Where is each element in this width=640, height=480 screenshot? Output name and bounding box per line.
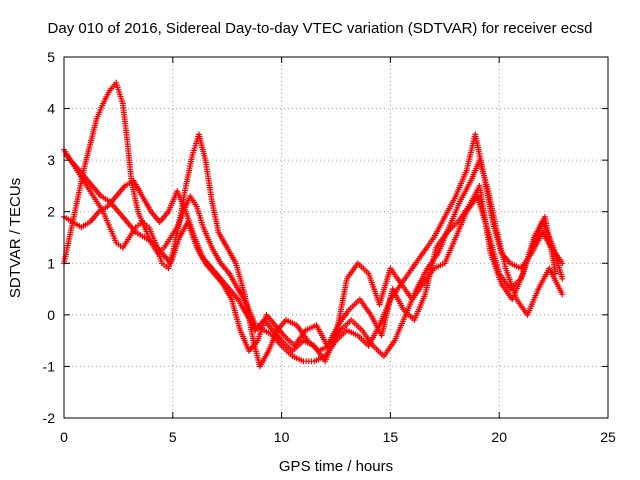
y-tick-label: 3 — [47, 152, 55, 168]
chart-title: Day 010 of 2016, Sidereal Day-to-day VTE… — [48, 20, 593, 37]
series-track-a — [61, 79, 566, 365]
x-tick-label: 15 — [383, 429, 399, 445]
y-tick-label: -1 — [43, 358, 56, 374]
y-tick-label: 5 — [47, 49, 55, 65]
x-tick-label: 10 — [274, 429, 290, 445]
x-tick-label: 5 — [169, 429, 177, 445]
y-tick-label: 1 — [47, 255, 55, 271]
data-points — [61, 79, 566, 370]
plot-frame — [63, 56, 609, 419]
grid — [64, 57, 608, 418]
data-marks — [63, 152, 559, 354]
data-marks — [61, 79, 566, 365]
x-tick-label: 0 — [60, 429, 68, 445]
series-track-d — [63, 152, 559, 354]
x-axis-label: GPS time / hours — [279, 458, 393, 475]
y-tick-labels: -2 -1 0 1 2 3 4 5 — [43, 49, 56, 426]
y-tick-label: -2 — [43, 410, 56, 426]
y-tick-label: 4 — [47, 101, 55, 117]
y-tick-label: 0 — [47, 307, 55, 323]
tick-marks — [63, 56, 609, 419]
x-tick-label: 20 — [491, 429, 507, 445]
x-tick-labels: 0 5 10 15 20 25 — [60, 429, 616, 445]
y-tick-label: 2 — [47, 204, 55, 220]
x-tick-label: 25 — [600, 429, 616, 445]
y-axis-label: SDTVAR / TECUs — [7, 178, 24, 298]
